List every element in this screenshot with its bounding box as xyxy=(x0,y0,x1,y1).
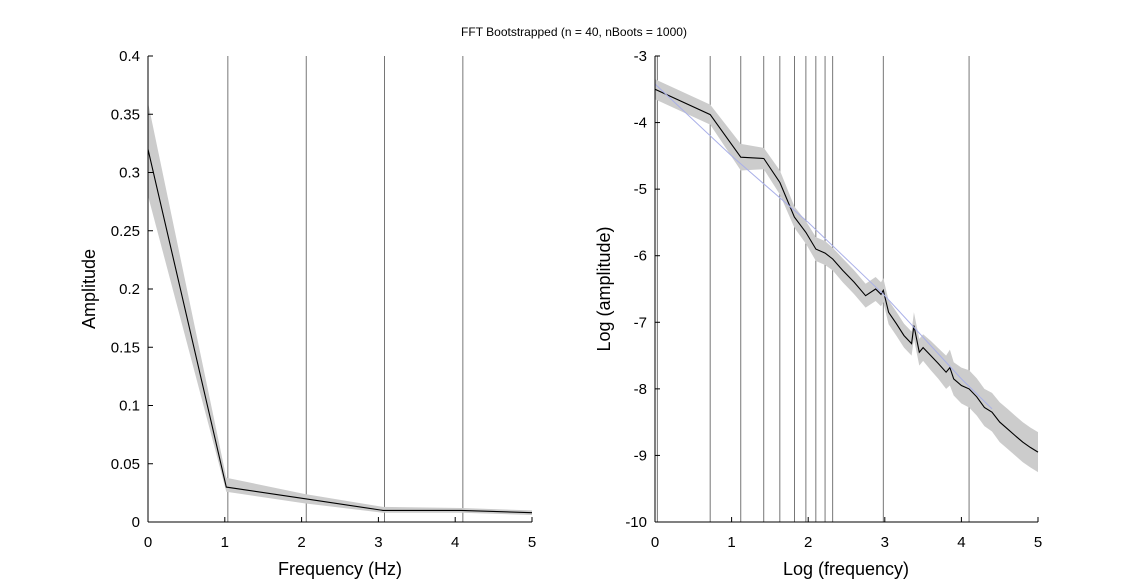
x-tick-label: 5 xyxy=(528,534,536,551)
y-tick-label: -8 xyxy=(634,381,647,398)
x-tick-label: 4 xyxy=(957,534,965,551)
confidence-band xyxy=(148,102,532,515)
y-axis-title: Log (amplitude) xyxy=(594,226,614,351)
x-tick-label: 1 xyxy=(727,534,735,551)
x-tick-label: 2 xyxy=(804,534,812,551)
reference-lines xyxy=(656,56,970,522)
y-ticks: 0 0.05 0.1 0.15 0.2 0.25 0.3 0.35 0.4 xyxy=(111,48,153,531)
fit-line xyxy=(654,83,993,410)
reference-lines xyxy=(227,56,464,522)
left-plot: 0 0.05 0.1 0.15 0.2 0.25 0.3 0.35 0.4 0 1 2 3 4 5 Fre… xyxy=(79,48,536,579)
y-axis-title: Amplitude xyxy=(79,249,99,329)
confidence-band xyxy=(655,79,1038,473)
y-tick-label: 0.2 xyxy=(119,281,140,298)
y-tick-label: -3 xyxy=(634,48,647,65)
x-tick-label: 2 xyxy=(297,534,305,551)
y-tick-label: -7 xyxy=(634,314,647,331)
y-tick-label: -5 xyxy=(634,181,647,198)
x-tick-label: 3 xyxy=(881,534,889,551)
y-tick-label: 0.15 xyxy=(111,339,140,356)
y-ticks: -10 -9 -8 -7 -6 -5 -4 -3 xyxy=(625,48,660,531)
y-tick-label: 0.05 xyxy=(111,456,140,473)
y-tick-label: 0.35 xyxy=(111,106,140,123)
y-tick-label: -9 xyxy=(634,447,647,464)
y-tick-label: 0.4 xyxy=(119,48,140,65)
series-line xyxy=(654,88,1039,453)
y-tick-label: 0.1 xyxy=(119,398,140,415)
x-ticks: 0 1 2 3 4 5 xyxy=(144,517,536,551)
x-tick-label: 0 xyxy=(651,534,659,551)
data-series xyxy=(147,102,533,515)
y-tick-label: -10 xyxy=(625,514,647,531)
x-axis-title: Log (frequency) xyxy=(783,559,909,579)
x-tick-label: 5 xyxy=(1034,534,1042,551)
right-plot: -10 -9 -8 -7 -6 -5 -4 -3 0 1 2 3 4 5 Log (frequency)… xyxy=(594,48,1042,579)
x-tick-label: 4 xyxy=(451,534,459,551)
y-tick-label: 0.3 xyxy=(119,165,140,182)
figure-title: FFT Bootstrapped (n = 40, nBoots = 1000) xyxy=(461,25,687,39)
x-tick-label: 0 xyxy=(144,534,152,551)
x-axis-title: Frequency (Hz) xyxy=(278,559,402,579)
y-tick-label: 0.25 xyxy=(111,223,140,240)
y-tick-label: 0 xyxy=(132,514,140,531)
x-tick-label: 3 xyxy=(374,534,382,551)
y-tick-label: -4 xyxy=(634,115,647,132)
series-line xyxy=(147,149,533,514)
x-ticks: 0 1 2 3 4 5 xyxy=(651,517,1042,551)
y-tick-label: -6 xyxy=(634,248,647,265)
x-tick-label: 1 xyxy=(221,534,229,551)
data-series xyxy=(654,79,1039,473)
